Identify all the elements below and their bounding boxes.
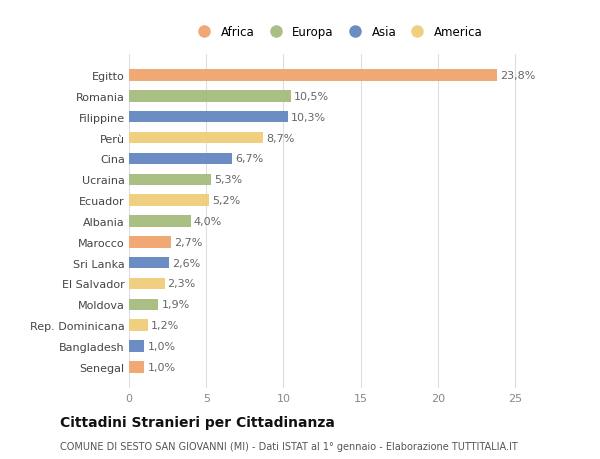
Bar	[129, 278, 164, 290]
Text: 23,8%: 23,8%	[500, 71, 535, 81]
Bar	[129, 257, 169, 269]
Bar	[129, 70, 497, 82]
Bar	[129, 153, 232, 165]
Bar	[129, 320, 148, 331]
Text: 1,0%: 1,0%	[148, 362, 176, 372]
Bar	[129, 341, 145, 352]
Text: 1,0%: 1,0%	[148, 341, 176, 351]
Text: 5,3%: 5,3%	[214, 175, 242, 185]
Text: 10,5%: 10,5%	[294, 92, 329, 102]
Text: 4,0%: 4,0%	[194, 217, 222, 226]
Bar	[129, 361, 145, 373]
Text: 10,3%: 10,3%	[291, 112, 326, 123]
Bar	[129, 112, 288, 123]
Legend: Africa, Europa, Asia, America: Africa, Europa, Asia, America	[189, 22, 486, 43]
Text: 6,7%: 6,7%	[236, 154, 264, 164]
Bar	[129, 299, 158, 310]
Bar	[129, 174, 211, 185]
Bar	[129, 216, 191, 227]
Text: 5,2%: 5,2%	[212, 196, 241, 206]
Bar	[129, 91, 291, 102]
Text: 1,2%: 1,2%	[151, 320, 179, 330]
Bar	[129, 133, 263, 144]
Bar	[129, 236, 170, 248]
Text: 8,7%: 8,7%	[266, 133, 295, 143]
Bar	[129, 195, 209, 207]
Text: 2,7%: 2,7%	[174, 237, 202, 247]
Text: 2,6%: 2,6%	[172, 258, 200, 268]
Text: 1,9%: 1,9%	[161, 300, 190, 310]
Text: Cittadini Stranieri per Cittadinanza: Cittadini Stranieri per Cittadinanza	[60, 415, 335, 429]
Text: COMUNE DI SESTO SAN GIOVANNI (MI) - Dati ISTAT al 1° gennaio - Elaborazione TUTT: COMUNE DI SESTO SAN GIOVANNI (MI) - Dati…	[60, 441, 518, 451]
Text: 2,3%: 2,3%	[167, 279, 196, 289]
